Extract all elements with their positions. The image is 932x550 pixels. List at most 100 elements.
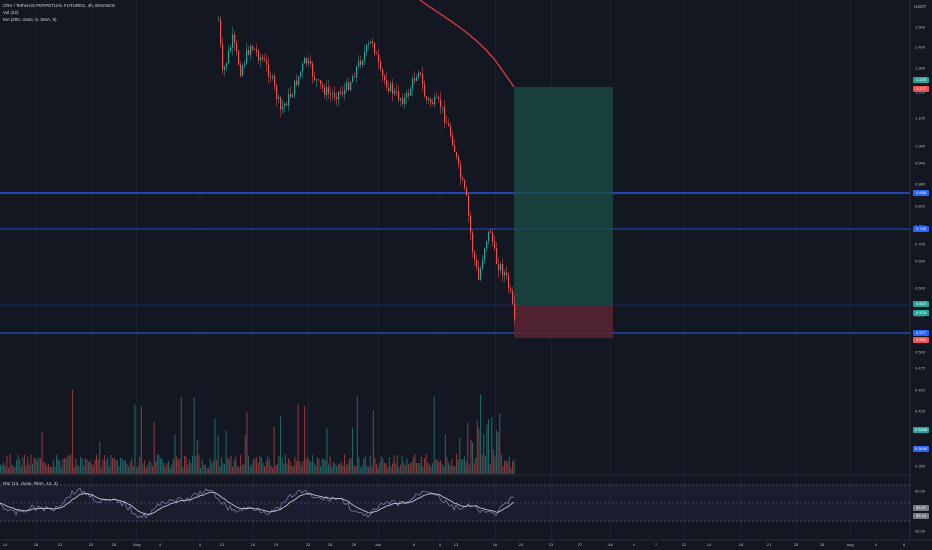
volume-bar [60,467,62,474]
volume-bar [502,465,504,474]
volume-bar [200,467,202,474]
price-tag: 0.602 [913,301,929,307]
candle-body [398,91,400,100]
volume-bar [75,458,77,474]
candle-body [488,231,490,242]
volume-bar [230,455,232,474]
candle-body [486,241,488,249]
volume-bar [291,465,293,474]
volume-bar [41,431,43,474]
volume-bar [411,462,413,474]
candle-body [352,76,354,83]
volume-bar [262,462,264,474]
volume-bar [73,467,75,474]
volume-bar [208,467,210,474]
volume-bar [78,466,80,474]
volume-bar [419,463,421,474]
volume-bar [332,462,334,474]
volume-bar [76,465,78,474]
volume-bar [404,465,406,474]
candle-body [434,97,436,105]
volume-bar [382,458,384,474]
price-tick-label: 0.820 [915,204,926,209]
volume-bar [88,461,90,474]
time-tick-label: 11 [682,542,687,547]
candle-body [344,89,346,95]
candle-body [302,63,304,72]
candle-body [252,46,254,50]
volume-bar [166,463,168,474]
volume-bar [19,458,21,474]
rsi-tick-label: 60.00 [915,489,926,494]
candle-body [276,85,278,99]
candle-body [422,74,424,85]
time-tick-label: 26 [328,542,333,547]
time-tick-label: 21 [58,542,63,547]
volume-bar [507,461,509,474]
candle-body [272,76,274,78]
volume-bar [288,458,290,474]
volume-bar [467,423,469,474]
volume-bar [38,457,40,474]
volume-bar [281,458,283,474]
volume-bar [353,465,355,474]
candle-body [318,79,320,81]
candle-body [468,195,470,216]
candle-body [428,98,430,100]
volume-bar [355,465,357,474]
symbol-title[interactable]: CRV / TetherUS PERPETUAL FUTURES, 4h, BI… [3,3,116,8]
volume-bar [276,463,278,474]
candle-body [298,76,300,85]
time-tick-label: 9 [439,542,442,547]
volume-bar [140,406,142,474]
volume-bar [62,458,64,474]
volume-bar [171,464,173,474]
price-tick-label: 1.100 [915,116,926,121]
candle-body [426,96,428,100]
volume-bar [492,449,494,474]
volume-bar [385,463,387,474]
volume-bar [508,456,510,474]
volume-bar [296,460,298,474]
time-tick-label: Aug [846,542,853,547]
volume-bar [345,465,347,474]
volume-bar [494,456,496,474]
candle-body [444,106,446,123]
vol-indicator-label[interactable]: Vol (22) [3,10,19,15]
volume-bar [120,458,122,474]
ma-indicator-label[interactable]: MA (200, close, 0, SMA, 9) [3,17,57,22]
volume-bar [422,466,424,474]
candle-body [400,98,402,100]
candle-body [456,152,458,157]
time-tick-label: 19 [274,542,279,547]
time-tick-label: 27 [578,542,583,547]
volume-bar [216,459,218,474]
volume-bar [456,454,458,474]
volume-bar [304,406,306,474]
time-tick-label: Jun [375,542,381,547]
candle-body [326,87,328,95]
volume-bar [32,463,34,474]
time-tick-label: 29 [352,542,357,547]
candle-body [362,60,364,65]
candle-body [308,61,310,64]
price-tick-label: 0.940 [915,161,926,166]
volume-bar [107,457,109,474]
volume-bar [64,458,66,474]
volume-bar [22,457,24,474]
price-tick-label: 0.880 [915,182,926,187]
volume-bar [180,397,182,474]
candle-body [374,42,376,54]
volume-bar [211,462,213,474]
volume-bar [500,454,502,474]
volume-bar [3,462,5,474]
rsi-indicator-label[interactable]: RSI (14, close, RMA, 14, 3) [3,481,58,486]
candlesticks [218,15,516,325]
volume-bar [436,459,438,474]
rsi-tag: 33.14 [913,513,929,519]
volume-bar [384,462,386,474]
volume-bar [182,467,184,474]
price-tick-label: 0.650 [915,259,926,264]
